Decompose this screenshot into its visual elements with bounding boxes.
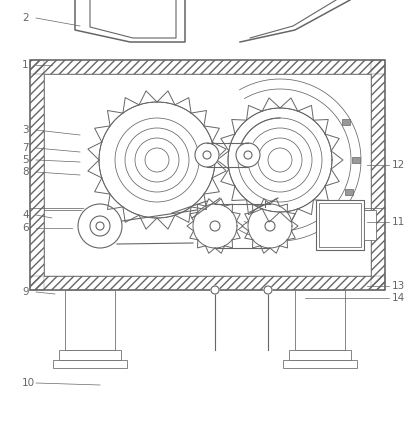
Bar bbox=[370, 60, 384, 290]
Circle shape bbox=[240, 196, 299, 256]
Bar bbox=[294, 290, 344, 350]
Text: 1: 1 bbox=[22, 60, 28, 70]
Bar bbox=[59, 350, 121, 360]
Circle shape bbox=[235, 143, 259, 167]
Bar bbox=[288, 350, 350, 360]
Circle shape bbox=[84, 87, 230, 233]
Bar bbox=[351, 157, 359, 163]
Text: 4: 4 bbox=[22, 210, 28, 220]
Bar bbox=[30, 276, 384, 290]
Bar bbox=[318, 203, 360, 247]
Text: 5: 5 bbox=[22, 155, 28, 165]
Bar bbox=[341, 119, 349, 125]
Bar bbox=[65, 290, 115, 350]
Text: 13: 13 bbox=[391, 281, 404, 291]
Bar bbox=[315, 200, 363, 250]
Circle shape bbox=[211, 286, 218, 294]
Bar bbox=[30, 60, 44, 290]
Bar bbox=[53, 360, 127, 368]
Text: 6: 6 bbox=[22, 223, 28, 233]
Text: 11: 11 bbox=[391, 217, 404, 227]
Circle shape bbox=[77, 203, 123, 249]
Bar bbox=[44, 74, 370, 276]
Text: 2: 2 bbox=[22, 13, 28, 23]
Circle shape bbox=[247, 204, 291, 248]
Text: 7: 7 bbox=[22, 143, 28, 153]
Circle shape bbox=[228, 108, 331, 212]
Circle shape bbox=[99, 102, 214, 218]
Circle shape bbox=[214, 94, 345, 226]
Circle shape bbox=[192, 204, 236, 248]
Circle shape bbox=[263, 286, 271, 294]
Bar bbox=[30, 60, 384, 74]
Bar bbox=[363, 210, 375, 240]
Bar bbox=[30, 60, 384, 290]
Text: 14: 14 bbox=[391, 293, 404, 303]
Text: 10: 10 bbox=[22, 378, 35, 388]
Text: 3: 3 bbox=[22, 125, 28, 135]
Text: 12: 12 bbox=[391, 160, 404, 170]
Circle shape bbox=[195, 143, 218, 167]
Bar bbox=[344, 189, 352, 195]
Circle shape bbox=[185, 196, 244, 256]
Text: 9: 9 bbox=[22, 287, 28, 297]
Bar bbox=[282, 360, 356, 368]
Text: 8: 8 bbox=[22, 167, 28, 177]
